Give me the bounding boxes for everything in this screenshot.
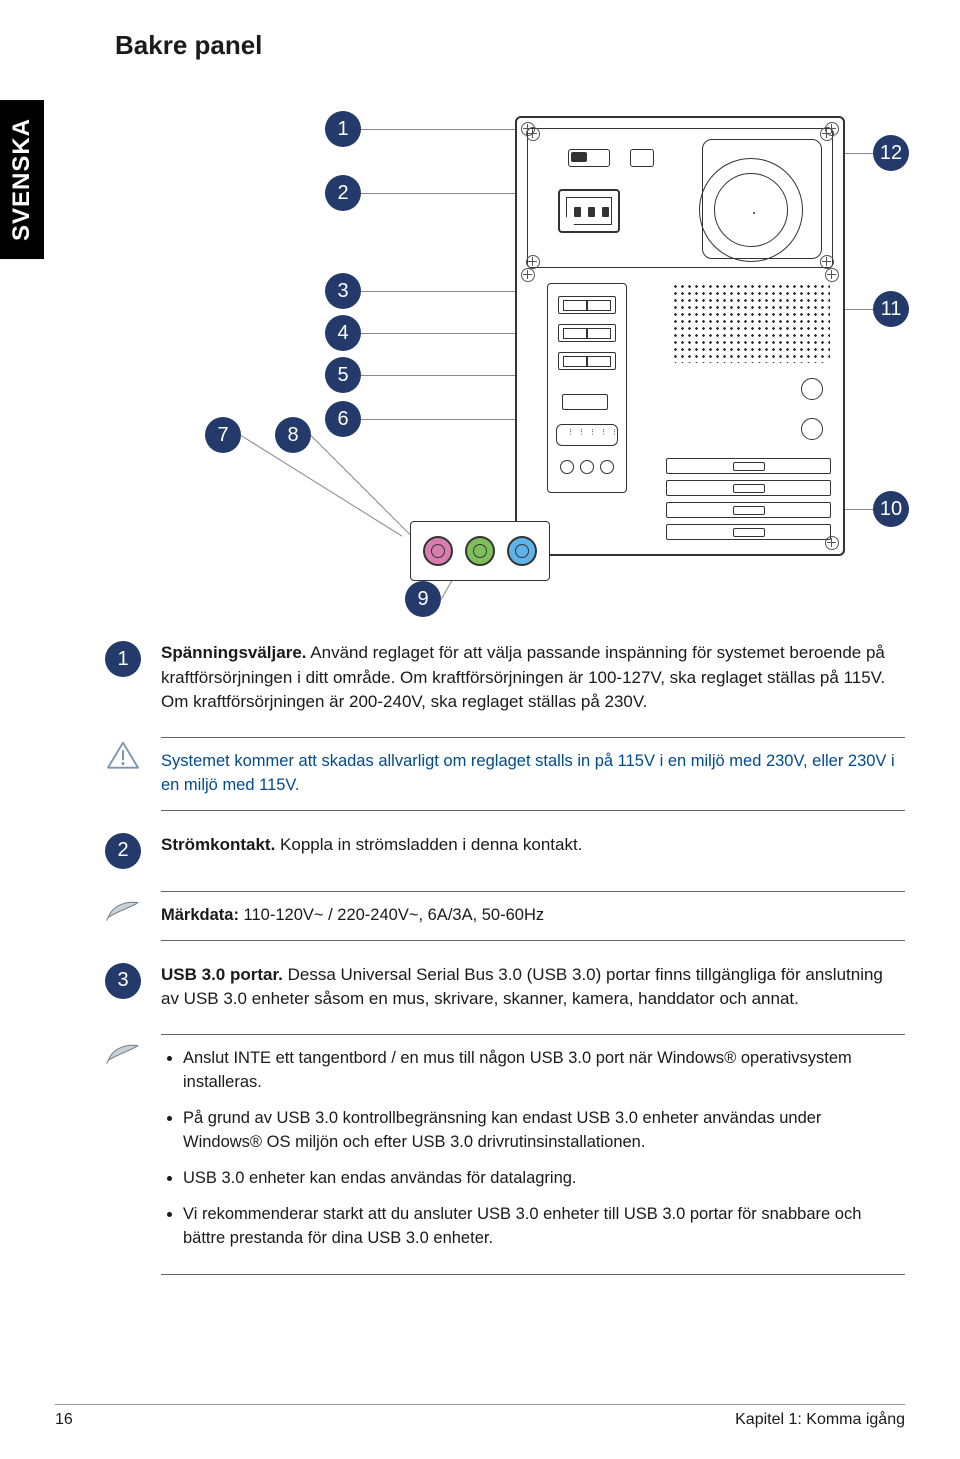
usb3-note-1: Anslut INTE ett tangentbord / en mus til…	[183, 1049, 852, 1091]
psu-switch	[630, 149, 654, 167]
vga-port	[556, 424, 618, 446]
expansion-slot-4	[666, 524, 831, 540]
callout-12: 12	[873, 135, 909, 171]
voltage-selector	[568, 149, 610, 167]
warning-icon	[106, 741, 140, 771]
audio-jacks-small	[560, 460, 614, 474]
usb3-notes-list: Anslut INTE ett tangentbord / en mus til…	[161, 1047, 905, 1250]
footer-chapter: Kapitel 1: Komma igång	[735, 1411, 905, 1429]
mic-jack-icon	[423, 536, 453, 566]
usb3-ports	[558, 296, 616, 314]
item-badge-3: 3	[105, 963, 141, 999]
callout-7: 7	[205, 417, 241, 453]
audio-jack-detail	[410, 521, 550, 581]
pen-icon	[105, 1038, 141, 1068]
pen-icon	[105, 895, 141, 925]
rating-label: Märkdata:	[161, 906, 239, 924]
callout-11: 11	[873, 291, 909, 327]
callout-6: 6	[325, 401, 361, 437]
callout-8: 8	[275, 417, 311, 453]
item-badge-1: 1	[105, 641, 141, 677]
rating-text: 110-120V~ / 220-240V~, 6A/3A, 50-60Hz	[244, 906, 545, 924]
callout-3: 3	[325, 273, 361, 309]
line-in-jack-icon	[507, 536, 537, 566]
line-out-jack-icon	[465, 536, 495, 566]
thumbscrew-bottom	[801, 418, 823, 440]
footer-page-number: 16	[55, 1411, 73, 1429]
callout-2: 2	[325, 175, 361, 211]
callout-10: 10	[873, 491, 909, 527]
rear-panel-diagram: 1 2 3 4 5 6 7 8 9 12 11 10	[105, 91, 905, 601]
expansion-slot-2	[666, 480, 831, 496]
thumbscrew-top	[801, 378, 823, 400]
callout-5: 5	[325, 357, 361, 393]
item-text-2: Strömkontakt. Koppla in strömsladden i d…	[161, 833, 582, 869]
item-text-3: USB 3.0 portar. Dessa Universal Serial B…	[161, 963, 905, 1012]
item-text-1: Spänningsväljare. Använd reglaget för at…	[161, 641, 905, 715]
callout-1: 1	[325, 111, 361, 147]
page-title: Bakre panel	[115, 30, 905, 61]
expansion-slot-1	[666, 458, 831, 474]
callout-4: 4	[325, 315, 361, 351]
usb2-ports-a	[558, 324, 616, 342]
expansion-slot-3	[666, 502, 831, 518]
io-shield	[547, 283, 627, 493]
hdmi-port	[562, 394, 608, 410]
item-badge-2: 2	[105, 833, 141, 869]
usb3-note-2: På grund av USB 3.0 kontrollbegränsning …	[183, 1109, 821, 1151]
vent-grid	[672, 283, 830, 363]
usb2-ports-b	[558, 352, 616, 370]
warning-text: Systemet kommer att skadas allvarligt om…	[161, 752, 895, 794]
power-connector	[558, 189, 620, 233]
callout-9: 9	[405, 581, 441, 617]
usb3-note-3: USB 3.0 enheter kan endas användas för d…	[183, 1169, 577, 1187]
psu-area	[527, 128, 833, 268]
language-tab: SVENSKA	[0, 100, 44, 259]
page-footer: 16 Kapitel 1: Komma igång	[55, 1404, 905, 1429]
pc-case	[515, 116, 845, 556]
usb3-note-4: Vi rekommenderar starkt att du ansluter …	[183, 1205, 861, 1247]
